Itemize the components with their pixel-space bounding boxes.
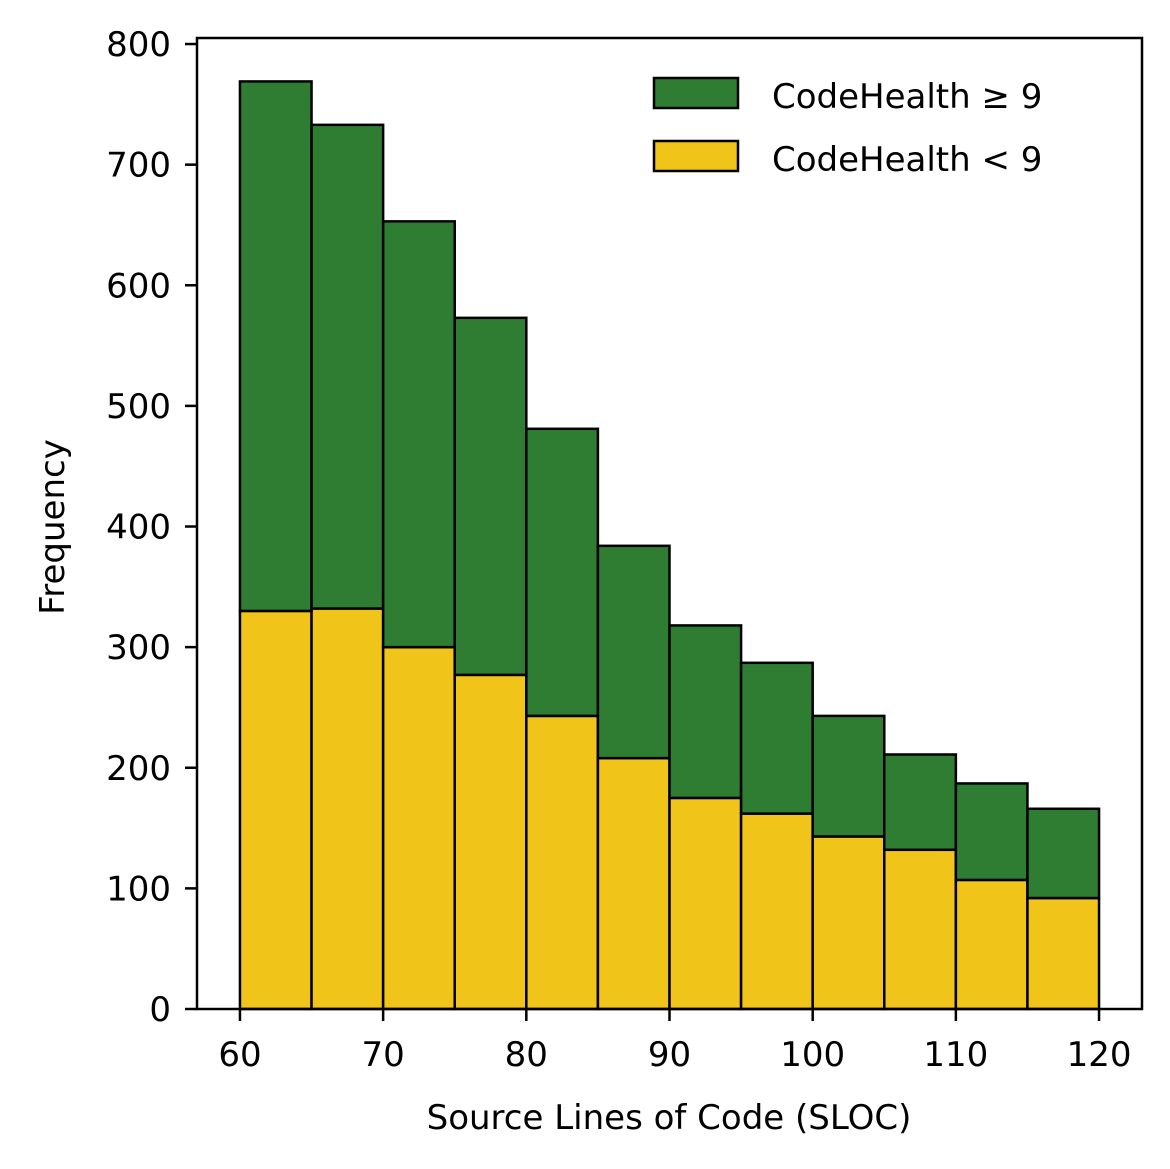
bars-layer bbox=[238, 80, 1101, 1011]
bar-codehealth-low-75 bbox=[453, 673, 528, 1011]
bar-codehealth-high-75 bbox=[453, 316, 528, 677]
y-tick-label-400: 400 bbox=[106, 508, 171, 548]
y-tick-label-300: 300 bbox=[106, 628, 171, 668]
y-tick-label-500: 500 bbox=[106, 387, 171, 427]
bar-codehealth-high-85 bbox=[596, 544, 671, 760]
bar-codehealth-high-95 bbox=[739, 661, 814, 815]
bar-codehealth-high-90 bbox=[668, 624, 743, 800]
x-tick-label-120: 120 bbox=[1067, 1035, 1132, 1075]
x-tick-label-100: 100 bbox=[780, 1035, 845, 1075]
bar-codehealth-low-100 bbox=[811, 835, 886, 1011]
bar-codehealth-high-60 bbox=[238, 80, 313, 613]
bar-codehealth-high-70 bbox=[381, 220, 456, 649]
bar-codehealth-low-85 bbox=[596, 756, 671, 1011]
legend: CodeHealth ≥ 9 CodeHealth < 9 bbox=[652, 76, 1042, 180]
x-axis-label: Source Lines of Code (SLOC) bbox=[427, 1098, 912, 1138]
legend-swatch-codehealth-low bbox=[652, 139, 740, 173]
bar-codehealth-high-100 bbox=[811, 714, 886, 838]
bar-codehealth-low-80 bbox=[525, 714, 600, 1011]
bar-codehealth-low-65 bbox=[310, 607, 385, 1011]
y-axis-ticks: 0 100 200 300 400 500 600 700 800 bbox=[106, 25, 197, 1030]
bar-codehealth-low-110 bbox=[954, 878, 1029, 1011]
y-axis-label: Frequency bbox=[33, 439, 73, 615]
x-axis-ticks: 60 70 80 90 100 110 120 bbox=[218, 1009, 1131, 1075]
bar-codehealth-high-115 bbox=[1026, 807, 1101, 900]
bar-codehealth-low-105 bbox=[883, 848, 958, 1011]
legend-swatch-codehealth-high bbox=[652, 76, 740, 110]
y-tick-label-0: 0 bbox=[149, 990, 171, 1030]
y-tick-label-100: 100 bbox=[106, 869, 171, 909]
bar-codehealth-high-80 bbox=[525, 427, 600, 718]
y-tick-label-800: 800 bbox=[106, 25, 171, 65]
y-tick-label-200: 200 bbox=[106, 749, 171, 789]
x-tick-label-90: 90 bbox=[648, 1035, 691, 1075]
legend-label-codehealth-high: CodeHealth ≥ 9 bbox=[772, 77, 1042, 117]
x-tick-label-70: 70 bbox=[362, 1035, 405, 1075]
bar-codehealth-high-65 bbox=[310, 123, 385, 610]
bar-codehealth-low-115 bbox=[1026, 896, 1101, 1011]
bar-codehealth-high-105 bbox=[883, 753, 958, 852]
x-tick-label-80: 80 bbox=[505, 1035, 548, 1075]
x-tick-label-110: 110 bbox=[923, 1035, 988, 1075]
x-tick-label-60: 60 bbox=[218, 1035, 261, 1075]
y-tick-label-700: 700 bbox=[106, 146, 171, 186]
legend-label-codehealth-low: CodeHealth < 9 bbox=[772, 140, 1042, 180]
bar-codehealth-high-110 bbox=[954, 782, 1029, 882]
bar-codehealth-low-70 bbox=[381, 645, 456, 1011]
y-tick-label-600: 600 bbox=[106, 266, 171, 306]
bar-codehealth-low-90 bbox=[668, 796, 743, 1011]
bar-codehealth-low-60 bbox=[238, 609, 313, 1011]
bar-codehealth-low-95 bbox=[739, 812, 814, 1011]
